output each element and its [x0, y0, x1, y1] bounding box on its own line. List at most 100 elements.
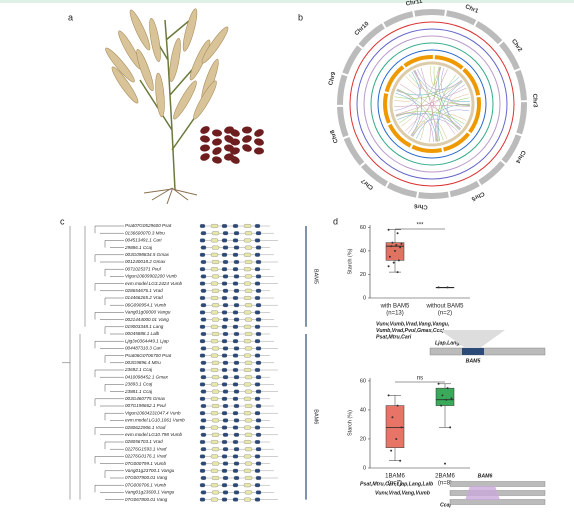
- exon: [254, 396, 261, 401]
- exon: [200, 447, 207, 452]
- y-tick-label: 20: [360, 272, 366, 278]
- data-point: [395, 437, 398, 440]
- gene-label: evm.model.LG10.1061 Vumb: [125, 418, 185, 423]
- x-tick-label: with BAM5: [380, 304, 410, 310]
- gene-label: 014466265.2 Vrad: [125, 295, 163, 300]
- circos-track: [356, 28, 508, 180]
- bean: [242, 144, 252, 152]
- data-point: [437, 382, 440, 385]
- species-list: Vunv,Vrad,Vang,Vumb: [375, 490, 431, 496]
- exon: [232, 497, 239, 502]
- bean: [230, 129, 240, 137]
- exon: [254, 353, 261, 358]
- exon: [244, 332, 253, 336]
- circos-link: [433, 66, 460, 131]
- data-point: [390, 245, 393, 248]
- exon: [233, 231, 240, 236]
- exon: [200, 288, 207, 293]
- exon: [221, 411, 228, 416]
- gene-label: 0071025371 Pvul: [125, 266, 162, 271]
- exon: [211, 260, 220, 264]
- exon: [232, 339, 239, 344]
- exon: [233, 317, 240, 322]
- data-point: [437, 286, 440, 289]
- circos-link: [396, 111, 416, 127]
- exon: [243, 454, 252, 459]
- bean: [254, 138, 264, 146]
- bean: [212, 129, 222, 137]
- exon: [221, 267, 228, 272]
- exon: [199, 454, 206, 459]
- circos-link: [397, 88, 444, 141]
- exon: [200, 274, 207, 279]
- gene-label: Psat07G0529600 Psat: [125, 223, 172, 228]
- circos-link: [394, 69, 421, 111]
- exon: [211, 303, 220, 308]
- circos-link: [420, 67, 439, 142]
- y-tick-label: 60: [360, 378, 366, 384]
- exon: [210, 324, 219, 329]
- exon: [221, 238, 228, 243]
- data-point: [396, 232, 399, 235]
- data-point: [387, 265, 390, 268]
- exon: [232, 483, 239, 488]
- exon: [200, 432, 207, 437]
- exon: [254, 440, 261, 444]
- exon: [244, 490, 253, 495]
- exon: [233, 346, 240, 351]
- exon: [222, 461, 229, 466]
- data-point: [440, 404, 443, 407]
- gene-label: 0410098452.1 Gmax: [125, 374, 169, 379]
- data-point: [396, 271, 399, 274]
- exon: [210, 353, 219, 358]
- exon: [232, 310, 239, 315]
- exon: [232, 411, 239, 416]
- exon: [221, 224, 228, 228]
- exon: [210, 425, 219, 430]
- exon: [222, 490, 229, 495]
- exon: [255, 245, 262, 250]
- x-tick-label: without BAM5: [425, 304, 464, 310]
- exon: [211, 231, 220, 236]
- y-tick-label: 20: [360, 436, 366, 442]
- chromosome-label: Chr11: [405, 0, 423, 8]
- gene-label: 02276G0176.1 Vrad: [125, 454, 167, 459]
- pod: [193, 80, 217, 120]
- exon: [211, 476, 220, 480]
- exon: [243, 281, 252, 286]
- exon: [200, 476, 207, 480]
- gene-label: 07G000706.1 Vumb: [125, 482, 166, 487]
- exon: [222, 245, 229, 250]
- exon: [221, 368, 228, 372]
- exon: [243, 296, 252, 300]
- gene-label: 23692.1 Ccaj: [124, 367, 153, 372]
- exon: [233, 389, 240, 394]
- gene-label: 29886.1 Ccaj: [124, 245, 153, 250]
- exon: [200, 404, 207, 408]
- exon: [221, 396, 228, 401]
- exon: [244, 418, 253, 423]
- circos-track: [337, 9, 527, 199]
- exon: [233, 360, 240, 365]
- bean: [242, 126, 252, 134]
- exon: [254, 411, 261, 416]
- gene-label: Vigun10604231047.4 Vunb: [125, 410, 181, 415]
- circos-link: [447, 113, 467, 130]
- bean: [230, 147, 240, 155]
- exon: [232, 368, 239, 372]
- exon: [243, 224, 252, 228]
- gene-label: Vang01g23600.1 Vangu: [125, 490, 175, 495]
- beans: [200, 126, 264, 164]
- circos-track: [349, 21, 515, 187]
- circos-link: [413, 70, 456, 135]
- exon: [244, 404, 253, 408]
- chromosome-bar: [449, 481, 546, 487]
- circos-link: [394, 105, 470, 108]
- circos-link: [430, 66, 442, 86]
- circos-track: [389, 61, 475, 147]
- n-label: (n=13): [386, 311, 404, 317]
- exon: [255, 274, 262, 279]
- exon: [211, 418, 220, 423]
- exon: [199, 238, 206, 243]
- y-axis-label: Starch (%): [347, 410, 353, 436]
